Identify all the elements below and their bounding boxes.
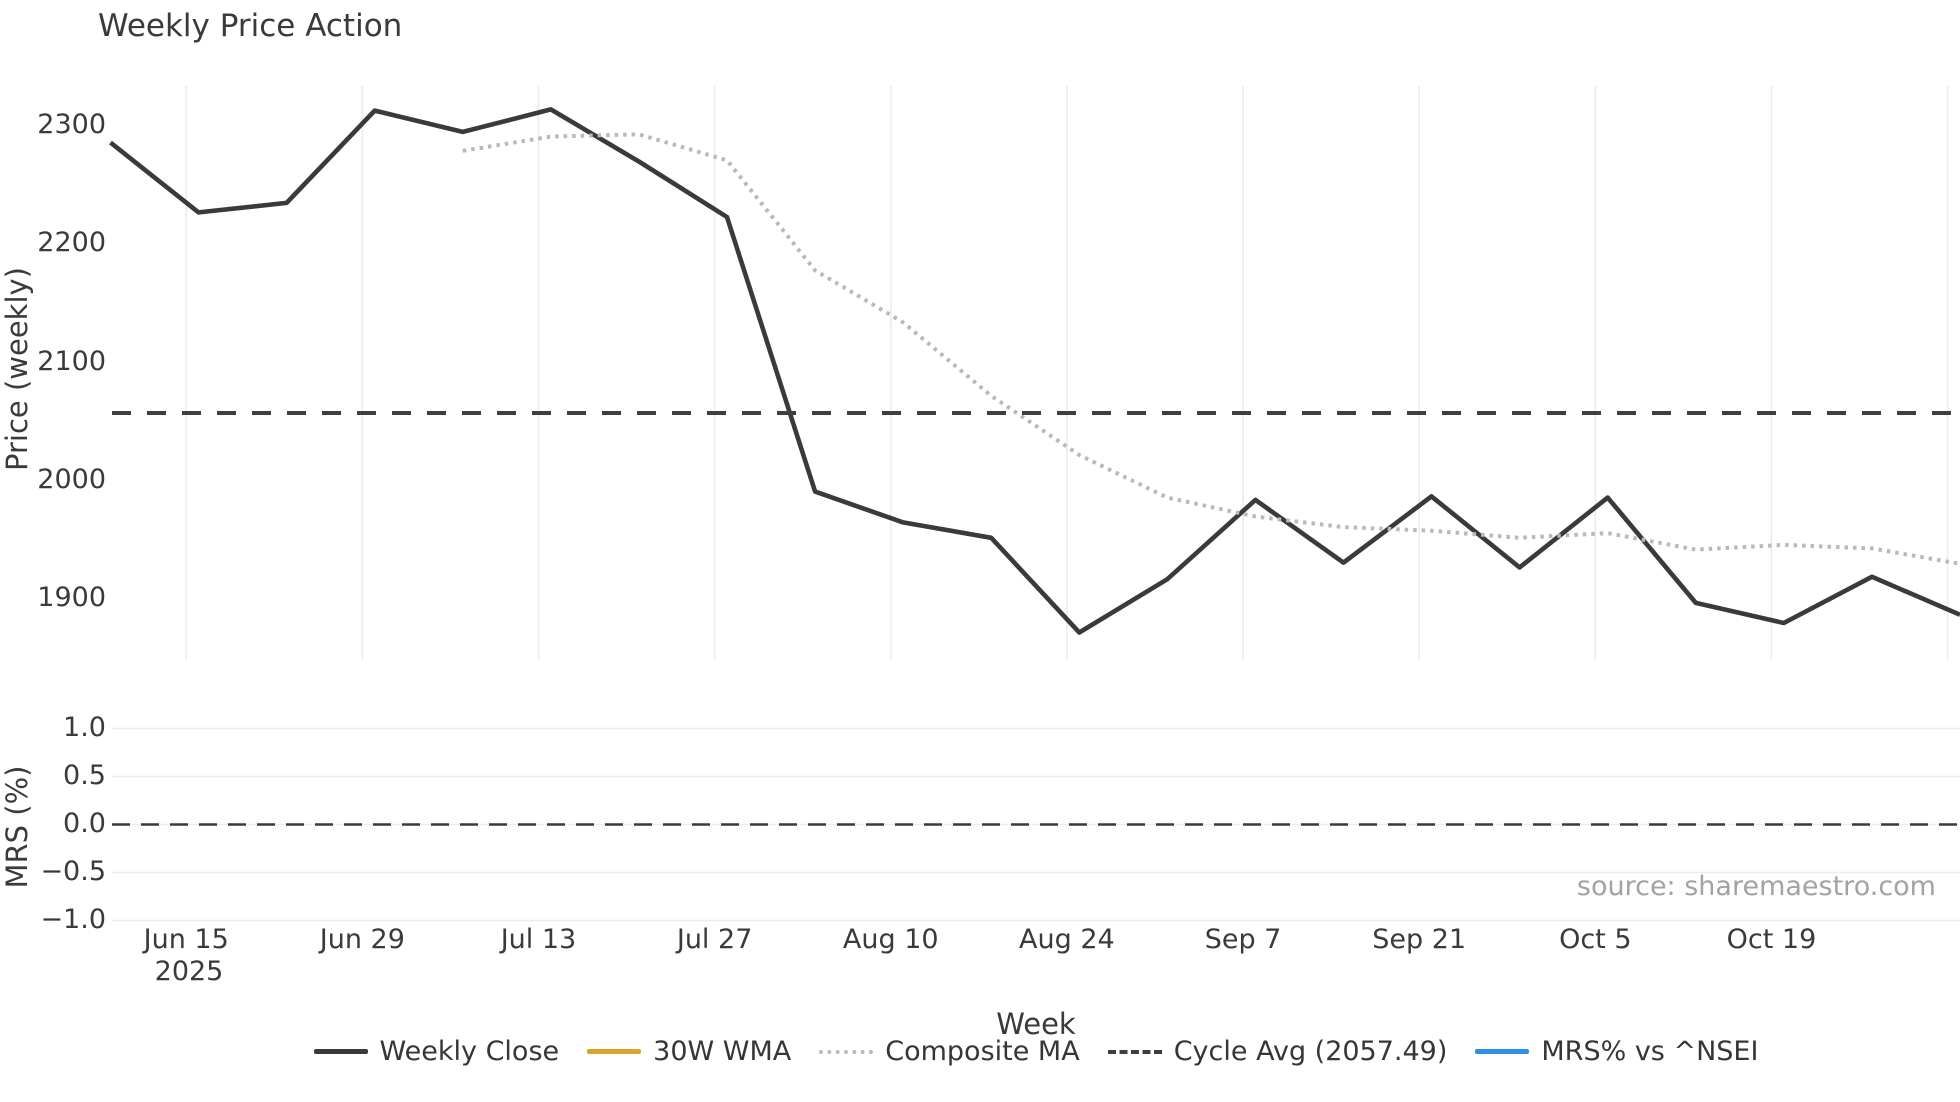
legend-item: Weekly Close <box>313 1036 560 1067</box>
x-tick-label: Sep 7 <box>1204 924 1282 955</box>
x-axis-label: Week <box>996 1007 1076 1041</box>
legend-band: Weekly Close 30W WMA Composite MA Cycle Avg… <box>112 1036 1960 1067</box>
legend-label: 30W WMA <box>653 1036 792 1067</box>
chart-title: Weekly Price Action <box>98 8 403 44</box>
x-tick-label: Jul 27 <box>676 924 753 955</box>
legend-swatch-solid-icon <box>587 1049 642 1054</box>
x-tick-label: Aug 24 <box>1019 924 1115 955</box>
legend-swatch-dotted-icon <box>819 1049 874 1054</box>
x-axis-year-label: 2025 <box>154 956 224 987</box>
price-tick-label: 1900 <box>37 582 106 614</box>
x-tick-label: Oct 19 <box>1726 924 1817 955</box>
mrs-tick-label: −1.0 <box>40 903 106 935</box>
legend-item: Cycle Avg (2057.49) <box>1107 1036 1448 1067</box>
legend-swatch-solid-icon <box>1475 1049 1530 1054</box>
composite-ma-line <box>462 132 1960 566</box>
weekly-close-line <box>109 107 1960 635</box>
legend-label: Weekly Close <box>379 1036 560 1067</box>
x-tick-label: Jul 13 <box>500 924 577 955</box>
chart-legend: Weekly Close 30W WMA Composite MA Cycle Avg… <box>313 1036 1758 1067</box>
legend-item: Composite MA <box>819 1036 1080 1067</box>
legend-label: MRS% vs ^NSEI <box>1541 1036 1759 1067</box>
legend-label: Composite MA <box>885 1036 1080 1067</box>
legend-swatch-solid-icon <box>313 1049 368 1054</box>
x-tick-label: Sep 21 <box>1372 924 1467 955</box>
legend-swatch-dashed-icon <box>1107 1049 1162 1054</box>
mrs-tick-label: 0.0 <box>63 807 106 839</box>
price-tick-label: 2200 <box>37 227 106 259</box>
x-tick-label: Aug 10 <box>842 924 939 955</box>
legend-item: MRS% vs ^NSEI <box>1475 1036 1758 1067</box>
price-tick-label: 2300 <box>37 109 106 140</box>
legend-label: Cycle Avg (2057.49) <box>1173 1036 1448 1067</box>
x-tick-label: Oct 5 <box>1559 924 1632 955</box>
x-axis-label-band: Week <box>112 1007 1960 1041</box>
x-tick-label: Jun 29 <box>319 924 405 955</box>
price-tick-label: 2100 <box>37 345 106 377</box>
mrs-tick-label: 1.0 <box>63 711 106 743</box>
mrs-tick-label: −0.5 <box>40 855 106 887</box>
mrs-tick-label: 0.5 <box>63 759 106 791</box>
source-credit: source: sharemaestro.com <box>1576 871 1936 902</box>
price-tick-label: 2000 <box>37 463 106 495</box>
legend-item: 30W WMA <box>587 1036 791 1067</box>
x-tick-label: Jun 15 <box>143 924 229 955</box>
